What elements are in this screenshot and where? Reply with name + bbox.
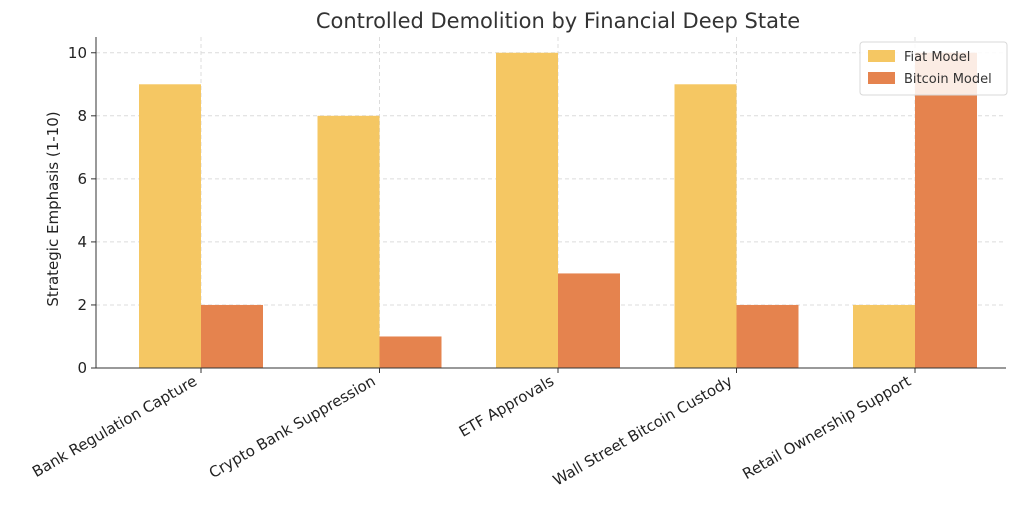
bar-fiat-model — [496, 52, 558, 369]
legend-box — [859, 41, 1008, 96]
x-tick-label: Crypto Bank Suppression — [206, 372, 379, 482]
legend-swatch — [868, 72, 895, 84]
x-tick-label: Retail Ownership Support — [739, 372, 914, 483]
legend-label: Bitcoin Model — [904, 72, 992, 87]
bar-bitcoin-model — [201, 304, 263, 368]
x-ticks: Bank Regulation Capture Crypto Bank Suppr… — [29, 368, 916, 490]
bars — [139, 52, 977, 369]
y-tick-label: 10 — [68, 44, 87, 62]
bar-fiat-model — [853, 304, 915, 368]
bar-fiat-model — [317, 115, 380, 368]
x-tick-label: Wall Street Bitcoin Custody — [550, 372, 736, 490]
y-tick-label: 8 — [77, 107, 87, 125]
bar-bitcoin-model — [915, 52, 977, 369]
legend: Fiat Model Bitcoin Model — [859, 41, 1008, 96]
y-ticks: 0 2 4 6 8 10 — [68, 44, 96, 377]
bar-bitcoin-model — [558, 273, 620, 368]
y-tick-label: 6 — [77, 170, 87, 188]
bar-bitcoin-model — [736, 304, 799, 368]
bar-bitcoin-model — [379, 336, 442, 368]
legend-label: Fiat Model — [904, 50, 970, 65]
bar-fiat-model — [139, 84, 201, 369]
y-tick-label: 0 — [77, 359, 87, 377]
legend-swatch — [868, 50, 895, 62]
axes — [95, 37, 1006, 369]
bar-fiat-model — [674, 84, 737, 369]
y-tick-label: 4 — [77, 233, 87, 251]
y-axis-label: Strategic Emphasis (1-10) — [44, 111, 62, 306]
x-tick-label: Bank Regulation Capture — [29, 372, 200, 481]
chart-title: Controlled Demolition by Financial Deep … — [316, 9, 800, 33]
x-tick-label: ETF Approvals — [456, 372, 557, 441]
y-tick-label: 2 — [77, 296, 87, 314]
